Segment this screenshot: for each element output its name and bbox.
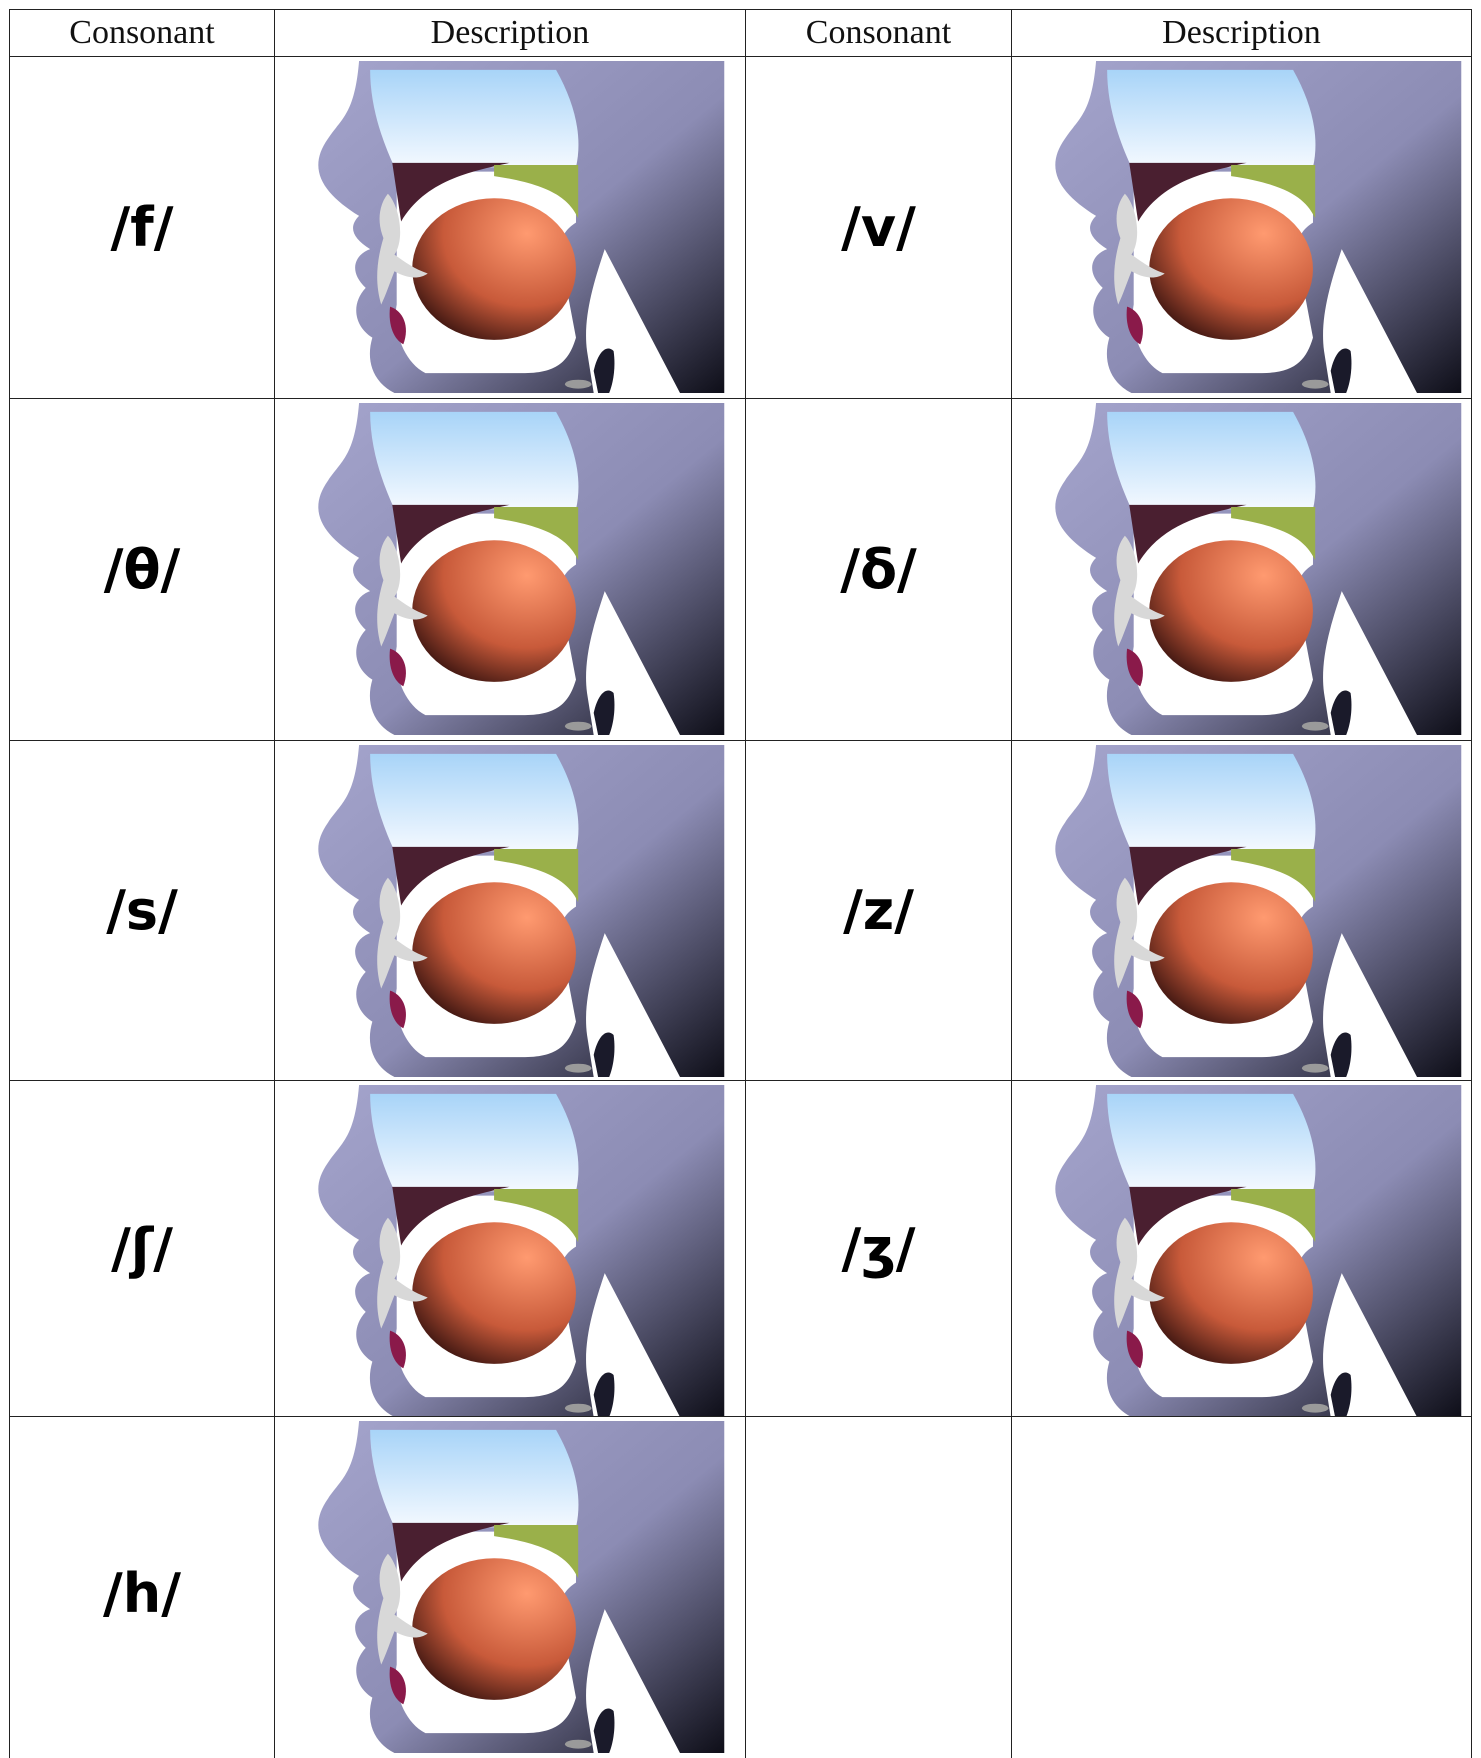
articulation-diagram <box>299 1421 729 1753</box>
consonant: /ʃ/ <box>111 1217 173 1280</box>
articulation-diagram <box>1036 745 1466 1077</box>
table-cell: /ʃ/ <box>9 1080 275 1417</box>
articulation-diagram <box>299 61 729 393</box>
header-cell: Consonant <box>745 9 1012 57</box>
consonant: /v/ <box>841 196 916 259</box>
articulation-diagram <box>1036 403 1466 735</box>
articulation-diagram <box>299 745 729 1077</box>
table-cell <box>274 56 746 399</box>
table-cell <box>274 1080 746 1417</box>
table-cell: /h/ <box>9 1416 275 1758</box>
table-cell: /z/ <box>745 740 1012 1081</box>
header-text: Consonant <box>805 14 952 51</box>
table-cell <box>274 398 746 741</box>
header-cell: Description <box>1011 9 1472 57</box>
table-cell: /δ/ <box>745 398 1012 741</box>
header-cell: Description <box>274 9 746 57</box>
table-cell: /v/ <box>745 56 1012 399</box>
table-cell: /ʒ/ <box>745 1080 1012 1417</box>
header-text: Description <box>430 14 590 51</box>
articulation-diagram <box>1036 61 1466 393</box>
consonant: /δ/ <box>840 538 917 601</box>
articulation-diagram <box>299 1085 729 1417</box>
table-cell <box>1011 740 1472 1081</box>
table-cell <box>1011 1416 1472 1758</box>
table-cell <box>1011 1080 1472 1417</box>
table-cell: /s/ <box>9 740 275 1081</box>
consonant: /s/ <box>106 879 178 942</box>
table-cell <box>1011 56 1472 399</box>
table-cell: /f/ <box>9 56 275 399</box>
consonant: /z/ <box>843 879 914 942</box>
header-text: Consonant <box>69 14 215 51</box>
header-text: Description <box>1162 14 1321 51</box>
articulation-diagram <box>299 403 729 735</box>
consonant: /ʒ/ <box>841 1217 916 1280</box>
table-cell <box>274 1416 746 1758</box>
table-cell <box>1011 398 1472 741</box>
consonant: /θ/ <box>103 538 181 601</box>
table-cell <box>274 740 746 1081</box>
consonant: /h/ <box>103 1562 181 1625</box>
header-cell: Consonant <box>9 9 275 57</box>
articulation-diagram <box>1036 1085 1466 1417</box>
table-cell <box>745 1416 1012 1758</box>
table-cell: /θ/ <box>9 398 275 741</box>
consonant: /f/ <box>110 196 174 259</box>
